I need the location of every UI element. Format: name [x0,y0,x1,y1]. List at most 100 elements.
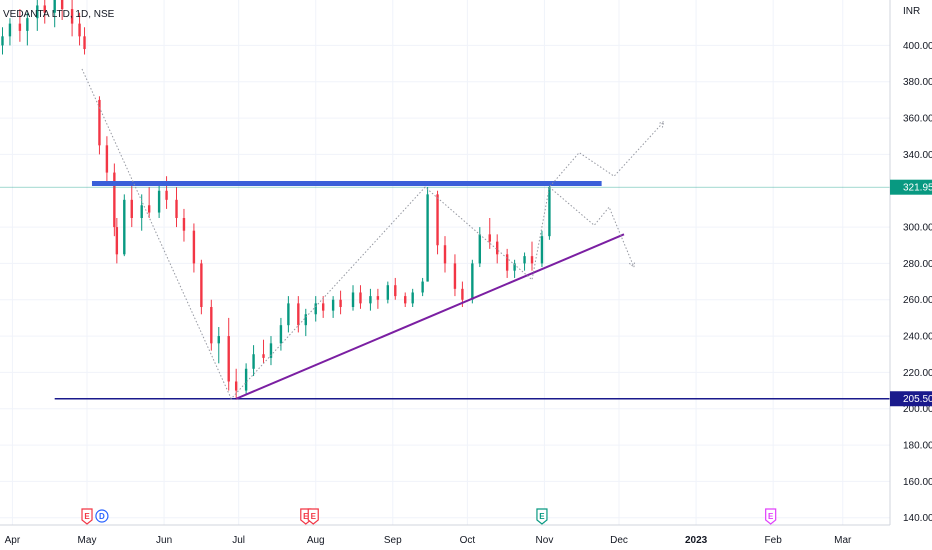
x-tick-label: Feb [765,535,783,546]
candle-body [53,0,56,13]
candle [304,308,307,337]
y-tick-label: 160.00 [903,477,932,488]
x-tick-label: Aug [307,535,325,546]
candle [217,326,220,364]
candle [443,236,447,273]
earnings-icon [81,508,93,525]
candle [130,181,133,228]
candle [496,234,499,264]
candle-body [321,303,325,311]
candle-body [252,354,255,369]
candle-body [461,288,464,300]
candle-body [18,23,22,31]
x-tick-label: Nov [536,535,554,546]
candle [411,288,414,308]
symbol-label: VEDANTA LTD, 1D, NSE [3,9,115,20]
candle [297,296,300,333]
candle [530,241,534,271]
candle [244,363,248,395]
candle-body [426,194,429,282]
ascending-trendline[interactable] [235,233,625,400]
candle [18,9,22,42]
candle [175,187,178,228]
grid-lines [0,0,890,525]
candle-body [262,354,265,358]
projection-path[interactable] [81,68,665,400]
x-tick-label: Jul [232,535,245,546]
candle-body [140,205,143,218]
candle-body [394,285,397,297]
price-label-box [890,179,932,195]
candle-body [36,5,39,19]
candle [376,288,380,309]
candle [210,299,213,351]
candle [53,0,56,28]
projection-arrowhead [657,120,665,128]
candle [339,290,342,315]
candle [252,345,255,377]
y-tick-label: 240.00 [903,332,932,343]
x-tick-label: Dec [610,535,628,546]
candle [1,27,4,55]
earnings-marker[interactable]: E [765,508,777,525]
candle [523,252,526,271]
candle [386,281,390,304]
candle-body [523,256,526,264]
candle [234,368,238,400]
candle-body [217,336,220,344]
y-tick-label: 220.00 [903,368,932,379]
alt-projection-path[interactable] [549,186,635,268]
candle [83,27,86,55]
earnings-marker[interactable]: E [307,508,319,525]
candle [200,259,203,315]
candle [453,254,457,297]
candle-body [8,23,12,37]
currency-label: INR [903,6,920,17]
candle [227,317,230,391]
candle-body [165,190,168,200]
candle [321,296,325,318]
candle-body [421,281,424,293]
candle-body [78,23,81,37]
candle [113,163,116,237]
candle-body [192,230,196,264]
candle [105,136,109,182]
candle-body [471,263,474,300]
candle [262,339,265,364]
y-tick-label: 380.00 [903,77,932,88]
y-tick-label: 180.00 [903,441,932,452]
candle-body [297,303,300,326]
candle [488,217,491,249]
candle-body [548,187,551,237]
candle-body [98,99,101,146]
earnings-icon [765,508,777,525]
drawing-tools [0,68,890,400]
candle-body [314,303,317,315]
candle-body [269,343,273,358]
candle [287,296,290,333]
candle-body [436,194,439,246]
candle-body [351,292,355,308]
candle-body [453,263,457,289]
candle-body [83,36,86,50]
event-letter: D [99,512,105,521]
earnings-icon [536,508,548,525]
candle [513,259,516,278]
x-tick-label: Mar [834,535,852,546]
candle [331,296,335,318]
candle-body [130,199,133,218]
candle-body [359,292,362,304]
candle-body [1,36,4,46]
dividend-marker[interactable]: D [95,509,109,523]
candle-body [113,172,116,228]
earnings-marker[interactable]: E [536,508,548,525]
candle [182,208,186,242]
candle [115,217,119,264]
y-tick-label: 340.00 [903,150,932,161]
earnings-marker[interactable]: E [81,508,93,525]
candle-body [331,299,335,311]
candle [123,194,126,257]
event-letter: E [84,512,90,521]
candle [78,12,81,46]
